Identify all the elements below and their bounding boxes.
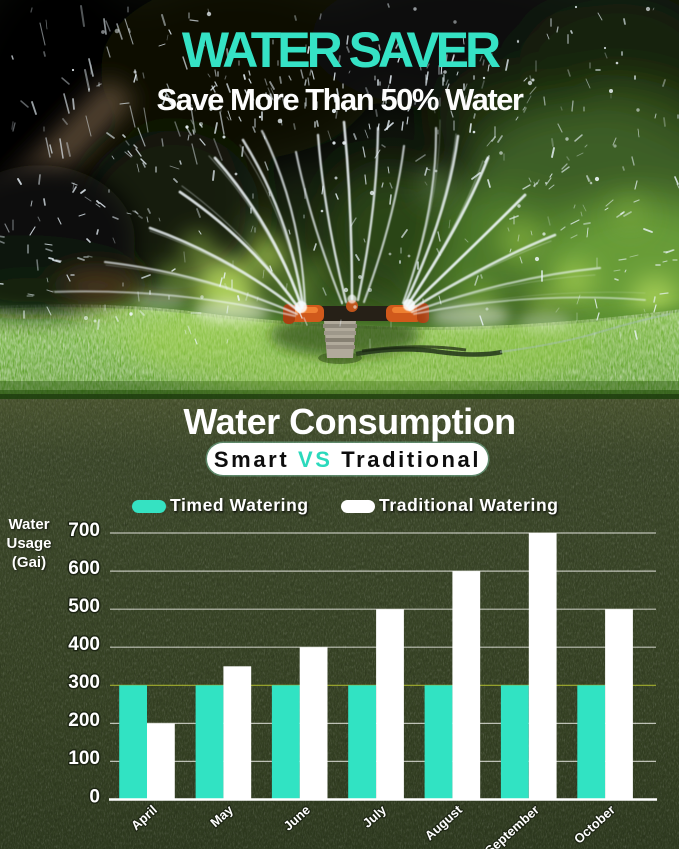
svg-text:300: 300 xyxy=(68,672,100,693)
svg-text:100: 100 xyxy=(68,748,100,769)
svg-text:700: 700 xyxy=(68,520,100,541)
svg-text:600: 600 xyxy=(68,558,100,579)
svg-text:200: 200 xyxy=(68,710,100,731)
svg-text:500: 500 xyxy=(68,596,100,617)
svg-text:0: 0 xyxy=(89,786,100,807)
svg-text:400: 400 xyxy=(68,634,100,655)
